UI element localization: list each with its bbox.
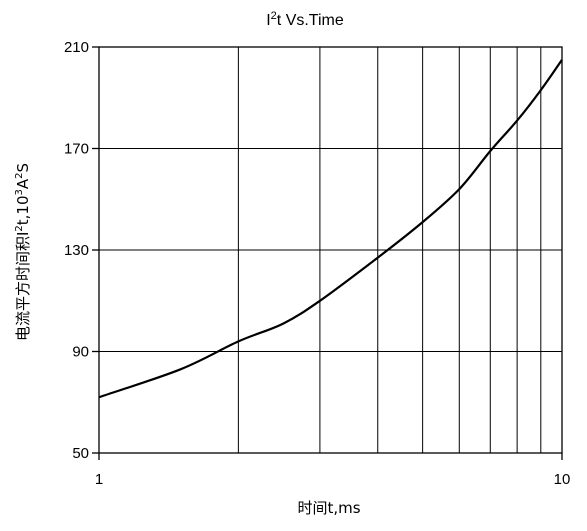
x-tick-label: 10	[554, 471, 571, 488]
y-tick-label: 170	[64, 141, 89, 158]
axes	[92, 47, 562, 460]
y-tick-label: 210	[64, 39, 89, 56]
tick-labels: 50 90 130 170 210 1 10	[64, 39, 570, 488]
series-line	[99, 60, 562, 398]
y-tick-label: 90	[72, 344, 89, 361]
chart-title: I2t Vs.Time	[266, 10, 344, 29]
y-axis-label: 电流平方时间积I2t,103A2S	[14, 163, 32, 341]
y-tick-label: 130	[64, 242, 89, 259]
x-axis-label: 时间t,ms	[297, 499, 360, 517]
x-tick-label: 1	[95, 471, 103, 488]
grid-lines	[99, 47, 562, 453]
y-tick-label: 50	[72, 445, 89, 462]
series-layer	[99, 60, 562, 398]
